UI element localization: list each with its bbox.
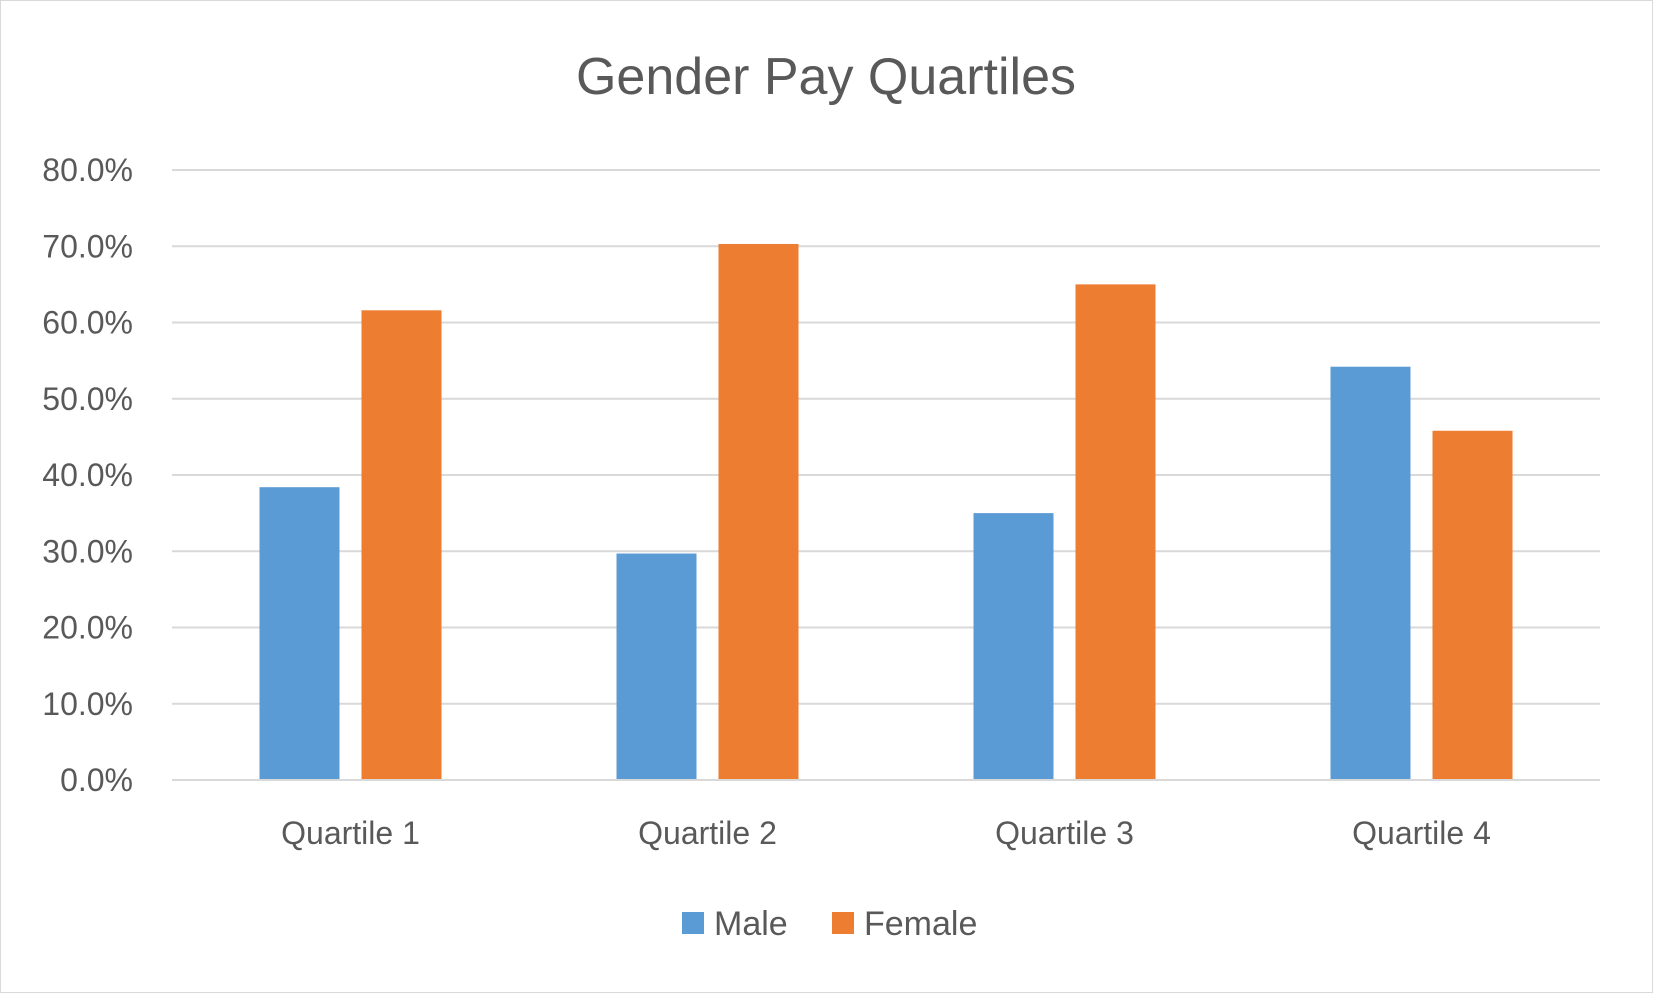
y-tick-label: 30.0%	[42, 533, 133, 569]
x-tick-label: Quartile 4	[1352, 815, 1491, 851]
y-axis: 0.0% 10.0% 20.0% 30.0% 40.0% 50.0% 60.0% 70.0% 8…	[42, 152, 133, 798]
x-tick-label: Quartile 2	[638, 815, 777, 851]
chart-title: Gender Pay Quartiles	[576, 48, 1076, 106]
legend-label-male: Male	[714, 905, 788, 943]
y-tick-label: 50.0%	[42, 381, 133, 417]
y-tick-label: 70.0%	[42, 228, 133, 264]
y-tick-label: 60.0%	[42, 305, 133, 341]
y-tick-label: 0.0%	[60, 762, 133, 798]
y-tick-label: 10.0%	[42, 686, 133, 722]
bars	[259, 243, 1513, 780]
bar-female-4	[1432, 430, 1513, 780]
bar-male-1	[259, 487, 340, 780]
x-tick-label: Quartile 3	[995, 815, 1134, 851]
legend-swatch-male	[682, 912, 704, 934]
y-tick-label: 40.0%	[42, 457, 133, 493]
x-axis: Quartile 1 Quartile 2 Quartile 3 Quartile 4	[172, 779, 1600, 851]
bar-female-2	[718, 243, 799, 780]
bar-male-2	[616, 553, 697, 780]
legend: Male Female	[682, 905, 977, 943]
bar-male-3	[973, 513, 1054, 780]
bar-female-1	[361, 310, 442, 780]
legend-swatch-female	[832, 912, 854, 934]
x-tick-label: Quartile 1	[281, 815, 420, 851]
bar-female-3	[1075, 284, 1156, 780]
bar-male-4	[1330, 366, 1411, 780]
legend-label-female: Female	[864, 905, 977, 943]
y-tick-label: 80.0%	[42, 152, 133, 188]
y-tick-label: 20.0%	[42, 610, 133, 646]
